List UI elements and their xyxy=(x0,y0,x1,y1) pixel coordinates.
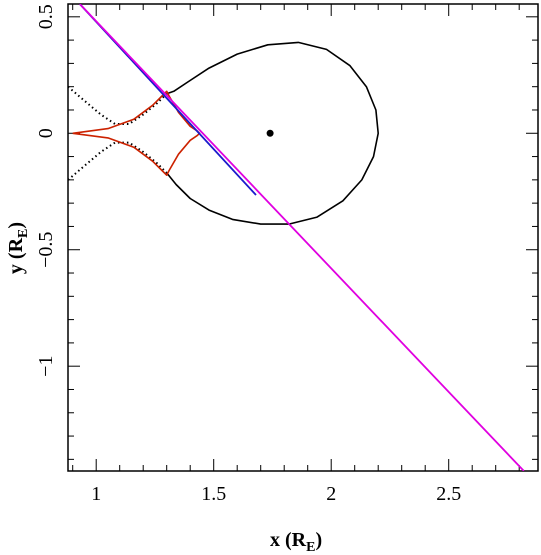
y-tick-label: −0.5 xyxy=(35,232,57,268)
axis-ticks xyxy=(68,4,538,471)
x-tick-labels: 1 1.5 2 2.5 xyxy=(91,483,461,505)
y-tick-labels: 0.5 0 −0.5 −1 xyxy=(35,4,57,377)
critical-curve-loop xyxy=(166,41,380,225)
plot-marks xyxy=(68,4,525,471)
magenta-trajectory-line xyxy=(79,4,525,471)
caustic-curve xyxy=(72,90,201,176)
x-axis-label: x (RE) xyxy=(270,529,322,555)
x-tick-label: 2.5 xyxy=(436,483,461,505)
y-axis-label: y (RE) xyxy=(5,222,31,274)
x-tick-label: 1 xyxy=(91,483,101,505)
y-tick-label: −1 xyxy=(35,356,57,377)
x-tick-label: 1.5 xyxy=(201,483,226,505)
y-tick-label: 0 xyxy=(35,128,57,138)
x-tick-label: 2 xyxy=(326,483,336,505)
y-tick-label: 0.5 xyxy=(35,4,57,29)
plot-frame xyxy=(67,3,539,472)
lens-point xyxy=(266,129,274,137)
